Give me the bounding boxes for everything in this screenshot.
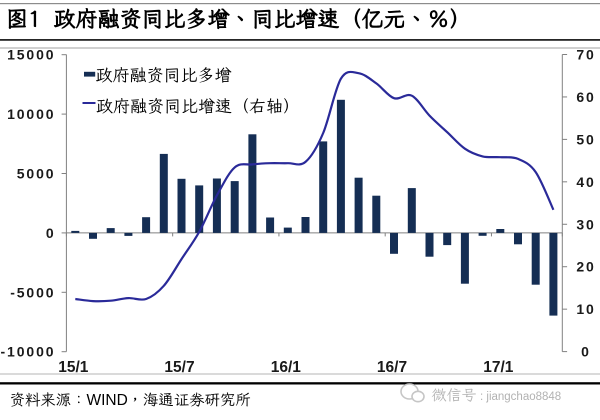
- svg-text:-5000: -5000: [10, 284, 55, 300]
- svg-text:30: 30: [576, 216, 595, 232]
- svg-text:15000: 15000: [7, 47, 55, 63]
- svg-text:16/7: 16/7: [377, 359, 407, 376]
- svg-text:40: 40: [576, 174, 595, 190]
- svg-text:0: 0: [581, 344, 591, 360]
- svg-text:-10000: -10000: [1, 344, 56, 360]
- svg-text:16/1: 16/1: [271, 359, 302, 376]
- svg-text:0: 0: [46, 225, 56, 241]
- svg-text:70: 70: [576, 47, 595, 63]
- svg-text:50: 50: [576, 131, 595, 147]
- svg-text:5000: 5000: [17, 166, 56, 182]
- svg-text:15/1: 15/1: [58, 359, 89, 376]
- svg-text:10000: 10000: [7, 106, 55, 122]
- svg-text:20: 20: [576, 259, 595, 275]
- svg-text:10: 10: [576, 301, 595, 317]
- svg-text:: jiangchao8848: : jiangchao8848: [480, 391, 561, 403]
- svg-text:17/1: 17/1: [483, 359, 514, 376]
- svg-text:60: 60: [576, 89, 595, 105]
- svg-text:WIND: WIND: [87, 392, 128, 409]
- svg-text:15/7: 15/7: [164, 359, 194, 376]
